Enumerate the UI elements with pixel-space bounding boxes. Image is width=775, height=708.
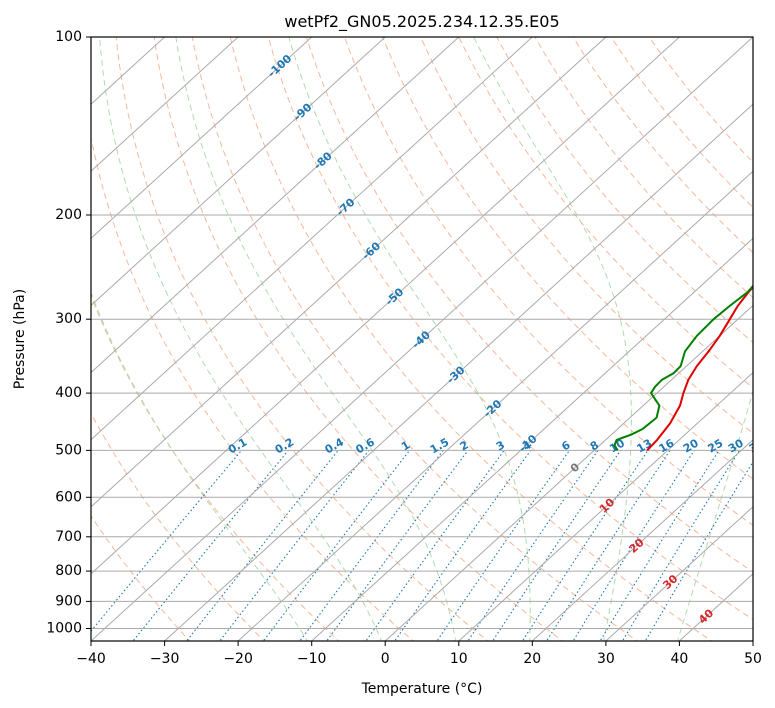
plot-frame	[90, 36, 754, 642]
dry-adiabat-line	[115, 37, 489, 641]
x-tick-label: 40	[670, 651, 688, 667]
mixing-ratio-line	[365, 450, 505, 641]
isotherm-line	[384, 304, 753, 641]
isotherm-line	[605, 506, 753, 641]
y-tick-label: 800	[55, 563, 82, 579]
dry-adiabat-line	[267, 37, 753, 621]
mixing-ratio-line	[572, 450, 695, 641]
isotherm-line	[91, 37, 533, 441]
x-axis-label: Temperature (°C)	[361, 681, 483, 697]
y-tick-label: 400	[55, 385, 82, 401]
isotherm-line	[531, 438, 753, 641]
x-tick-label: 0	[381, 651, 390, 667]
isotherm-line	[311, 237, 753, 641]
pressure-gridlines	[91, 37, 753, 629]
dry-adiabat-line	[305, 37, 753, 573]
x-tick-label: −10	[297, 651, 327, 667]
x-tick-label: −40	[76, 651, 106, 667]
mixing-ratio-line	[299, 450, 444, 641]
y-tick-label: 100	[55, 29, 82, 45]
plot-area: 0.10.20.40.611.52346810131620253036-100-…	[91, 37, 767, 641]
y-axis-ticks: 100 200 300 400 500 600 700 800 900 1000	[46, 29, 91, 637]
isotherm-line	[91, 37, 460, 374]
mixing-ratio-line	[394, 450, 532, 641]
x-tick-label: −30	[150, 651, 180, 667]
mixing-ratio-line	[599, 450, 720, 641]
line-labels: 0.10.20.40.611.52346810131620253036-100-…	[226, 52, 767, 627]
temperature-profile	[646, 285, 753, 452]
mixing-ratio-line	[326, 450, 469, 641]
y-tick-label: 300	[55, 311, 82, 327]
isotherm-line	[91, 37, 753, 641]
profile-series	[613, 284, 753, 452]
mixing-ratio-label: 36	[747, 436, 767, 455]
isotherm-line	[91, 37, 607, 508]
isotherm-line	[91, 37, 239, 172]
isotherm-line	[91, 37, 680, 575]
y-tick-label: 600	[55, 489, 82, 505]
mixing-ratio-line	[436, 450, 570, 641]
x-axis-ticks: −40 −30 −20 −10 0 10 20 30 40 50	[76, 641, 762, 667]
dry-adiabat-line	[91, 412, 266, 641]
isotherm-line	[91, 37, 313, 240]
isotherm-line	[164, 103, 753, 641]
mixing-ratio-line	[219, 450, 370, 641]
x-tick-label: 30	[597, 651, 615, 667]
isotherm-line	[91, 37, 386, 307]
dry-adiabat-line	[343, 37, 753, 526]
y-tick-label: 500	[55, 442, 82, 458]
chart-title: wetPf2_GN05.2025.234.12.35.E05	[284, 12, 559, 32]
mixing-ratio-lines	[91, 450, 753, 641]
isotherms	[91, 37, 753, 641]
mixing-ratio-line	[521, 450, 649, 641]
isotherm-line	[237, 170, 753, 641]
x-tick-label: −20	[223, 651, 253, 667]
mixing-ratio-line	[185, 450, 339, 641]
y-axis-label: Pressure (hPa)	[12, 289, 28, 389]
dewpoint-profile	[613, 284, 753, 451]
x-tick-label: 20	[523, 651, 541, 667]
y-tick-label: 200	[55, 207, 82, 223]
y-tick-label: 700	[55, 529, 82, 545]
x-tick-label: 50	[744, 651, 762, 667]
y-tick-label: 1000	[46, 621, 82, 637]
mixing-ratio-line	[545, 450, 671, 641]
y-tick-label: 900	[55, 593, 82, 609]
x-tick-label: 10	[450, 651, 468, 667]
moist-adiabat-line	[99, 37, 383, 641]
mixing-ratio-line	[492, 450, 622, 641]
isotherm-line	[458, 371, 753, 641]
